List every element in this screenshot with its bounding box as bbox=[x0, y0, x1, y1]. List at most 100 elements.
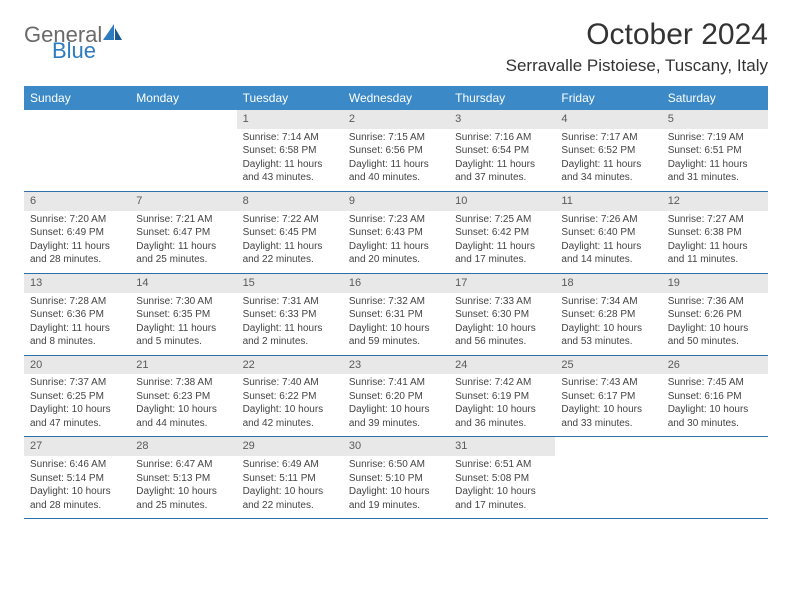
sunrise-text: Sunrise: 7:41 AM bbox=[349, 376, 443, 390]
daylight-text: Daylight: 11 hours and 37 minutes. bbox=[455, 158, 549, 185]
sunset-text: Sunset: 6:45 PM bbox=[243, 226, 337, 240]
sunset-text: Sunset: 6:51 PM bbox=[668, 144, 762, 158]
day-cell: 10Sunrise: 7:25 AMSunset: 6:42 PMDayligh… bbox=[449, 192, 555, 273]
sunset-text: Sunset: 6:19 PM bbox=[455, 390, 549, 404]
sunset-text: Sunset: 6:38 PM bbox=[668, 226, 762, 240]
sunrise-text: Sunrise: 6:47 AM bbox=[136, 458, 230, 472]
month-title: October 2024 bbox=[506, 18, 768, 52]
sunset-text: Sunset: 6:40 PM bbox=[561, 226, 655, 240]
daylight-text: Daylight: 10 hours and 28 minutes. bbox=[30, 485, 124, 512]
day-cell: . bbox=[24, 110, 130, 191]
week-row: 20Sunrise: 7:37 AMSunset: 6:25 PMDayligh… bbox=[24, 356, 768, 438]
sunset-text: Sunset: 6:58 PM bbox=[243, 144, 337, 158]
daylight-text: Daylight: 11 hours and 2 minutes. bbox=[243, 322, 337, 349]
daylight-text: Daylight: 11 hours and 14 minutes. bbox=[561, 240, 655, 267]
day-number: 26 bbox=[662, 356, 768, 375]
daylight-text: Daylight: 11 hours and 8 minutes. bbox=[30, 322, 124, 349]
day-number: 2 bbox=[343, 110, 449, 129]
sunset-text: Sunset: 6:20 PM bbox=[349, 390, 443, 404]
sunset-text: Sunset: 6:56 PM bbox=[349, 144, 443, 158]
day-number: 8 bbox=[237, 192, 343, 211]
week-row: 27Sunrise: 6:46 AMSunset: 5:14 PMDayligh… bbox=[24, 437, 768, 519]
sunrise-text: Sunrise: 7:34 AM bbox=[561, 295, 655, 309]
daylight-text: Daylight: 10 hours and 19 minutes. bbox=[349, 485, 443, 512]
page-header: General Blue October 2024 Serravalle Pis… bbox=[24, 18, 768, 76]
daylight-text: Daylight: 10 hours and 30 minutes. bbox=[668, 403, 762, 430]
day-cell: 19Sunrise: 7:36 AMSunset: 6:26 PMDayligh… bbox=[662, 274, 768, 355]
sunrise-text: Sunrise: 7:43 AM bbox=[561, 376, 655, 390]
day-content: Sunrise: 7:33 AMSunset: 6:30 PMDaylight:… bbox=[449, 293, 555, 355]
day-number: 5 bbox=[662, 110, 768, 129]
day-cell: 14Sunrise: 7:30 AMSunset: 6:35 PMDayligh… bbox=[130, 274, 236, 355]
sunrise-text: Sunrise: 7:17 AM bbox=[561, 131, 655, 145]
day-content: Sunrise: 7:17 AMSunset: 6:52 PMDaylight:… bbox=[555, 129, 661, 191]
day-cell: 22Sunrise: 7:40 AMSunset: 6:22 PMDayligh… bbox=[237, 356, 343, 437]
day-header: Friday bbox=[555, 86, 661, 110]
day-cell: 18Sunrise: 7:34 AMSunset: 6:28 PMDayligh… bbox=[555, 274, 661, 355]
daylight-text: Daylight: 11 hours and 17 minutes. bbox=[455, 240, 549, 267]
sunrise-text: Sunrise: 7:20 AM bbox=[30, 213, 124, 227]
week-row: 13Sunrise: 7:28 AMSunset: 6:36 PMDayligh… bbox=[24, 274, 768, 356]
sunrise-text: Sunrise: 7:38 AM bbox=[136, 376, 230, 390]
day-cell: 17Sunrise: 7:33 AMSunset: 6:30 PMDayligh… bbox=[449, 274, 555, 355]
logo-text-blue: Blue bbox=[52, 41, 123, 61]
sunset-text: Sunset: 6:25 PM bbox=[30, 390, 124, 404]
daylight-text: Daylight: 11 hours and 40 minutes. bbox=[349, 158, 443, 185]
sunset-text: Sunset: 6:43 PM bbox=[349, 226, 443, 240]
day-content: Sunrise: 7:40 AMSunset: 6:22 PMDaylight:… bbox=[237, 374, 343, 436]
day-cell: 16Sunrise: 7:32 AMSunset: 6:31 PMDayligh… bbox=[343, 274, 449, 355]
sunset-text: Sunset: 6:33 PM bbox=[243, 308, 337, 322]
week-row: ..1Sunrise: 7:14 AMSunset: 6:58 PMDaylig… bbox=[24, 110, 768, 192]
sunrise-text: Sunrise: 6:51 AM bbox=[455, 458, 549, 472]
sunrise-text: Sunrise: 7:19 AM bbox=[668, 131, 762, 145]
sunset-text: Sunset: 6:17 PM bbox=[561, 390, 655, 404]
day-header: Wednesday bbox=[343, 86, 449, 110]
day-number: 24 bbox=[449, 356, 555, 375]
daylight-text: Daylight: 10 hours and 42 minutes. bbox=[243, 403, 337, 430]
day-cell: 1Sunrise: 7:14 AMSunset: 6:58 PMDaylight… bbox=[237, 110, 343, 191]
day-cell: 9Sunrise: 7:23 AMSunset: 6:43 PMDaylight… bbox=[343, 192, 449, 273]
day-content: Sunrise: 7:19 AMSunset: 6:51 PMDaylight:… bbox=[662, 129, 768, 191]
day-cell: . bbox=[555, 437, 661, 518]
day-number: 14 bbox=[130, 274, 236, 293]
day-cell: 5Sunrise: 7:19 AMSunset: 6:51 PMDaylight… bbox=[662, 110, 768, 191]
sunrise-text: Sunrise: 7:45 AM bbox=[668, 376, 762, 390]
sunrise-text: Sunrise: 7:33 AM bbox=[455, 295, 549, 309]
day-number: 15 bbox=[237, 274, 343, 293]
day-content: Sunrise: 7:37 AMSunset: 6:25 PMDaylight:… bbox=[24, 374, 130, 436]
day-cell: 4Sunrise: 7:17 AMSunset: 6:52 PMDaylight… bbox=[555, 110, 661, 191]
week-row: 6 Sunrise: 7:20 AMSunset: 6:49 PM Daylight… bbox=[24, 192, 768, 274]
sunrise-text: Sunrise: 7:31 AM bbox=[243, 295, 337, 309]
calendar-page: General Blue October 2024 Serravalle Pis… bbox=[0, 0, 792, 519]
calendar-grid: SundayMondayTuesdayWednesdayThursdayFrid… bbox=[24, 86, 768, 519]
day-cell: 12Sunrise: 7:27 AMSunset: 6:38 PMDayligh… bbox=[662, 192, 768, 273]
day-content: Sunrise: 7:22 AMSunset: 6:45 PMDaylight:… bbox=[237, 211, 343, 273]
sunrise-text: Sunrise: 7:15 AM bbox=[349, 131, 443, 145]
day-number: 12 bbox=[662, 192, 768, 211]
day-content: Sunrise: 6:47 AMSunset: 5:13 PMDaylight:… bbox=[130, 456, 236, 518]
day-number: 31 bbox=[449, 437, 555, 456]
day-cell: 15Sunrise: 7:31 AMSunset: 6:33 PMDayligh… bbox=[237, 274, 343, 355]
sunset-text: Sunset: 5:14 PM bbox=[30, 472, 124, 486]
sunset-text: Sunset: 6:47 PM bbox=[136, 226, 230, 240]
day-number: 6 bbox=[24, 192, 130, 211]
daylight-text: Daylight: 10 hours and 22 minutes. bbox=[243, 485, 337, 512]
sunrise-text: Sunrise: 7:14 AM bbox=[243, 131, 337, 145]
day-cell: . bbox=[662, 437, 768, 518]
sunset-text: Sunset: 6:23 PM bbox=[136, 390, 230, 404]
day-cell: 21Sunrise: 7:38 AMSunset: 6:23 PMDayligh… bbox=[130, 356, 236, 437]
daylight-text: Daylight: 10 hours and 47 minutes. bbox=[30, 403, 124, 430]
day-cell: 7Sunrise: 7:21 AMSunset: 6:47 PMDaylight… bbox=[130, 192, 236, 273]
daylight-text: Daylight: 11 hours and 34 minutes. bbox=[561, 158, 655, 185]
day-number: 16 bbox=[343, 274, 449, 293]
sunset-text: Sunset: 6:49 PM bbox=[30, 226, 124, 240]
sunrise-text: Sunrise: 7:23 AM bbox=[349, 213, 443, 227]
day-number: 28 bbox=[130, 437, 236, 456]
daylight-text: Daylight: 10 hours and 53 minutes. bbox=[561, 322, 655, 349]
day-number: 23 bbox=[343, 356, 449, 375]
day-cell: 2 Sunrise: 7:15 AMSunset: 6:56 PMDaylight… bbox=[343, 110, 449, 191]
day-number: 13 bbox=[24, 274, 130, 293]
sunset-text: Sunset: 6:22 PM bbox=[243, 390, 337, 404]
day-content: Sunrise: 7:31 AMSunset: 6:33 PMDaylight:… bbox=[237, 293, 343, 355]
daylight-text: Daylight: 11 hours and 5 minutes. bbox=[136, 322, 230, 349]
